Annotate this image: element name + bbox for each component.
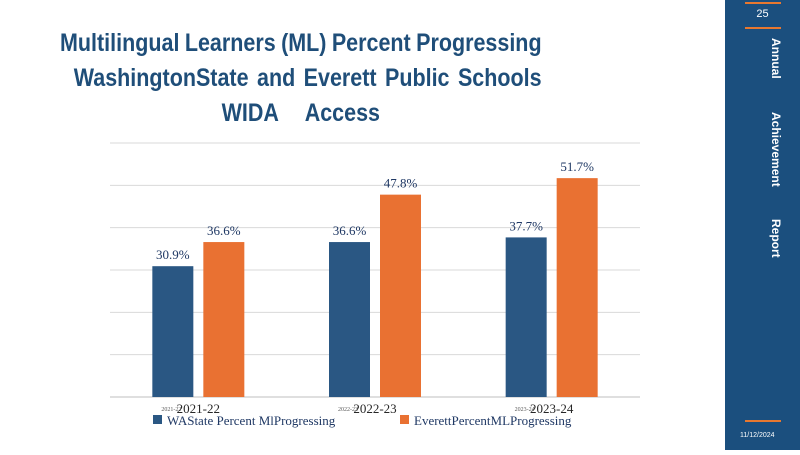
title-word: Schools	[457, 64, 542, 92]
legend-label: EverettPercentMLProgressing	[414, 413, 572, 428]
sidebar-vertical-text: Annual Achievement Report	[753, 38, 783, 258]
title-word: Multilingual	[60, 29, 180, 57]
title-word: Percent	[331, 29, 411, 57]
legend-swatch	[400, 415, 409, 424]
bar	[556, 178, 598, 397]
title-word: WIDA	[221, 99, 279, 127]
data-label: 36.6%	[333, 223, 367, 238]
bar	[505, 237, 547, 397]
sidebar: 25 Annual Achievement Report 11/12/2024	[725, 0, 800, 450]
category-small-label: 2021-22	[161, 407, 181, 413]
category-small-label: 2022-23	[338, 407, 358, 413]
title-word: Learners	[184, 29, 276, 57]
sidebar-top-accent-line	[745, 2, 781, 4]
sidebar-word-annual: Annual	[769, 38, 783, 79]
data-label: 51.7%	[560, 159, 594, 174]
data-label: 37.7%	[509, 218, 543, 233]
title-word: Access	[304, 99, 381, 127]
slide-date: 11/12/2024	[740, 432, 775, 439]
title-word: WashingtonState	[73, 64, 249, 92]
category-small-label: 2023-24	[515, 407, 535, 413]
chart-title: Multilingual Learners (ML) Percent Progr…	[60, 26, 542, 131]
x-tick-label: 2022-23	[353, 401, 396, 416]
title-word: Everett	[303, 64, 377, 92]
sidebar-bottom-accent-line	[745, 420, 781, 422]
legend-label: WAState Percent MlProgressing	[167, 413, 336, 428]
bar	[152, 266, 194, 397]
page-number: 25	[756, 8, 769, 20]
data-label: 36.6%	[207, 223, 241, 238]
title-line-2: WashingtonState and Everett Public Schoo…	[60, 61, 542, 96]
title-word: and	[256, 64, 296, 92]
data-label: 30.9%	[156, 247, 190, 262]
title-word: Progressing	[416, 29, 542, 57]
sidebar-word-report: Report	[769, 219, 783, 258]
data-label: 47.8%	[384, 176, 418, 191]
title-line-3: WIDA Access	[60, 96, 542, 131]
x-tick-label: 2023-24	[530, 401, 574, 416]
sidebar-accent-line	[745, 27, 781, 29]
bar	[380, 194, 421, 397]
bar	[329, 242, 370, 397]
title-word: Public	[384, 64, 450, 92]
title-line-1: Multilingual Learners (ML) Percent Progr…	[60, 26, 542, 61]
x-tick-label: 2021-22	[177, 401, 220, 416]
title-word: (ML)	[281, 29, 327, 57]
bar	[203, 242, 245, 397]
sidebar-word-achievement: Achievement	[769, 111, 783, 187]
legend-swatch	[153, 415, 162, 424]
